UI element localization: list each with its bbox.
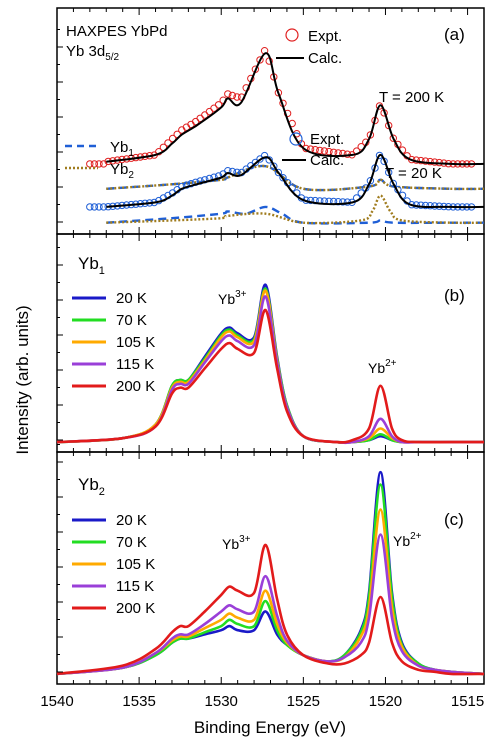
panel-a-series-1-line (106, 52, 485, 166)
panel-a-series-4-marker (90, 203, 99, 211)
legend-expt-20k: Expt. (310, 131, 344, 148)
x-tick-label: 1530 (205, 693, 238, 710)
panel-b-peak-yb2: Yb2+ (368, 358, 397, 376)
panel-a-series-4-marker (417, 201, 425, 209)
panel-c-peak-yb3: Yb3+ (222, 534, 251, 552)
panel-c-series-0-line (56, 470, 485, 676)
panel-a-series-0-marker (95, 160, 103, 168)
panel-a-series-4-marker (86, 203, 94, 211)
x-tick-label: 1525 (287, 693, 320, 710)
panel-a-series-0-marker (320, 147, 329, 155)
legend-calc-20k: Calc. (310, 152, 344, 169)
panel-a-series-0-marker (316, 146, 324, 155)
panel-c-series-4-line (56, 543, 485, 676)
panel-a-series-0-marker (214, 101, 223, 109)
panel-b-legend: 20 K 70 K 105 K 115 K 200 K (72, 290, 155, 395)
panel-a-series-0-marker (168, 134, 177, 143)
legend-label-200-k: 200 K (116, 600, 155, 617)
axis-ticks: 1540 1535 1530 1525 1520 1515 (40, 8, 485, 710)
panel-c-legend: 20 K 70 K 105 K 115 K 200 K (72, 512, 155, 617)
panel-b-series-4-line (56, 308, 484, 444)
annotation-200k: T = 200 K (379, 89, 444, 106)
panel-a-series-4-marker (274, 168, 283, 177)
panel-a-series-0-marker (228, 91, 237, 100)
panel-a-series (86, 47, 485, 225)
panel-a-series-4-marker (260, 151, 269, 160)
panel-a-series-0-marker (421, 157, 430, 165)
legend-expt-200k: Expt. (308, 28, 342, 45)
panel-a-series-4-marker (95, 203, 103, 211)
panel-c-series (56, 470, 485, 676)
x-tick-label: 1515 (451, 693, 484, 710)
panel-b-component: Yb1 (78, 254, 105, 277)
x-tick-label: 1535 (122, 693, 155, 710)
panel-a-label: (a) (444, 25, 465, 44)
x-tick-label: 1540 (40, 693, 73, 710)
panel-c-series-3-line (56, 533, 485, 676)
panel-a-title-line1: HAXPES YbPd (66, 23, 167, 40)
legend-yb1: Yb1 (110, 139, 134, 159)
panel-a-series-0-marker (233, 93, 241, 101)
panel-a-series-0-marker (256, 56, 264, 64)
panel-a-series-0-marker (325, 147, 333, 156)
panel-a-series-4-marker (426, 202, 434, 210)
panel-a-series-0-marker (224, 90, 232, 98)
legend-yb2: Yb2 (110, 161, 134, 181)
x-tick-label: 1520 (369, 693, 402, 710)
panel-c-peak-yb2: Yb2+ (393, 531, 422, 549)
panel-a-series-0-marker (426, 157, 434, 166)
panel-a-series-4-marker (182, 181, 191, 189)
x-axis-label: Binding Energy (eV) (194, 718, 346, 737)
legend-label-70-k: 70 K (116, 534, 147, 551)
legend-label-115-k: 115 K (116, 578, 154, 595)
panel-a-series-0-marker (164, 139, 172, 147)
annotation-20k: T = 20 K (385, 165, 442, 182)
legend-label-105-k: 105 K (116, 334, 155, 351)
panel-a-series-4-marker (389, 179, 397, 188)
panel-a-series-4-marker (187, 180, 195, 188)
panel-b-series-3-line (56, 295, 484, 445)
panel-a-series-4-marker (421, 201, 430, 210)
panel-a-frame (56, 7, 485, 235)
legend-label-70-k: 70 K (116, 312, 147, 329)
panel-a-series-4-marker (339, 198, 347, 206)
panel-a-series-7-line (106, 194, 485, 225)
panel-c-series-2-line (56, 508, 485, 676)
panel-b-series (56, 283, 484, 445)
panel-a-series-0-markers (86, 47, 476, 168)
y-axis-label: Intensity (arb. units) (13, 305, 32, 454)
panel-a-series-4-marker (265, 156, 273, 164)
panel-b-label: (b) (444, 286, 465, 305)
legend-expt-20k-marker (289, 132, 303, 146)
legend-expt-200k-marker (285, 28, 299, 42)
panel-a-series-0-marker (389, 134, 397, 142)
panel-a-title-line2: Yb 3d5/2 (66, 43, 120, 63)
panel-a-series-2-line (106, 164, 485, 192)
panel-c-label: (c) (444, 510, 464, 529)
panel-a-series-4-marker (270, 162, 278, 170)
panel-a-series-4-marker (306, 196, 315, 205)
panel-b-peak-yb3: Yb3+ (218, 289, 247, 307)
panel-c-component: Yb2 (78, 475, 105, 498)
legend-label-20-k: 20 K (116, 290, 147, 307)
legend-label-20-k: 20 K (116, 512, 147, 529)
legend-label-115-k: 115 K (116, 356, 154, 373)
panel-a-series-5-line (106, 153, 485, 209)
legend-label-105-k: 105 K (116, 556, 155, 573)
legend-label-200-k: 200 K (116, 378, 155, 395)
panel-a-series-4-marker (366, 177, 375, 185)
panel-a-series-4-marker (279, 174, 287, 182)
legend-calc-200k: Calc. (308, 50, 342, 67)
